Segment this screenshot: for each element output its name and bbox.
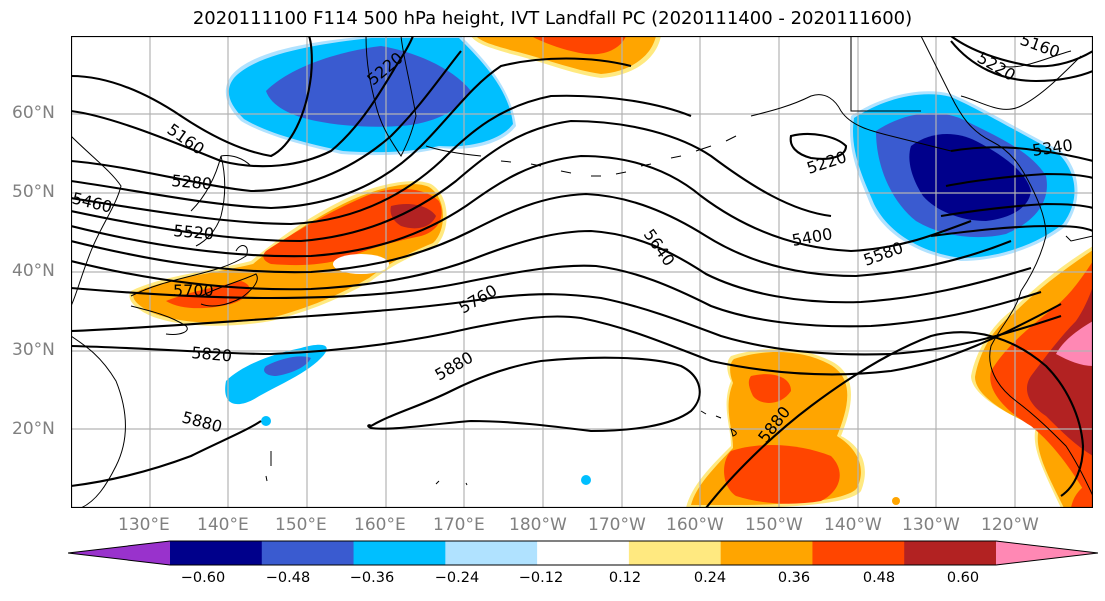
colorbar-tick: −0.12 [518, 570, 564, 586]
colorbar-tick: −0.60 [180, 570, 226, 586]
map-panel: 5160 5220 5280 5460 5520 5700 5820 5880 … [71, 36, 1093, 508]
colorbar-segment [170, 541, 263, 565]
lon-label: 120°W [981, 515, 1039, 535]
colorbar-segment [445, 541, 538, 565]
map-frame [71, 36, 1093, 508]
lon-label: 140°W [824, 515, 882, 535]
lon-label: 150°E [275, 515, 327, 535]
lon-label: 180°W [509, 515, 567, 535]
lon-label: 170°W [588, 515, 646, 535]
lat-label: 20°N [12, 419, 55, 439]
colorbar-tick: 0.36 [777, 570, 811, 586]
gridlines [71, 36, 1093, 508]
lon-label: 170°E [433, 515, 485, 535]
map-title: 2020111100 F114 500 hPa height, IVT Land… [192, 8, 913, 29]
colorbar-segment [261, 541, 355, 565]
positive-anomaly-kuroshio [129, 181, 447, 326]
colorbar-tick: 0.12 [608, 570, 642, 586]
colorbar-outline [68, 540, 1098, 566]
colorbar-segment [904, 541, 997, 565]
contour-label: 5700 [173, 281, 214, 300]
lat-label: 60°N [12, 103, 55, 123]
colorbar-segment [353, 541, 446, 565]
colorbar-segment [537, 541, 630, 565]
lon-label: 140°E [197, 515, 249, 535]
lon-label: 130°E [118, 515, 170, 535]
height-contours [71, 36, 1093, 508]
contour-label: 5280 [171, 171, 213, 193]
lat-label: 30°N [12, 340, 55, 360]
lat-label: 50°N [12, 182, 55, 202]
negative-anomaly-subtropical [225, 344, 591, 485]
colorbar-tick: 0.24 [693, 570, 727, 586]
colorbar-segment [812, 541, 905, 565]
lon-label: 150°W [745, 515, 803, 535]
colorbar-tick: −0.48 [265, 570, 311, 586]
colorbar-tick: 0.48 [862, 570, 896, 586]
colorbar-tick: −0.36 [349, 570, 395, 586]
colorbar-segment [628, 541, 722, 565]
coastlines [71, 36, 1093, 508]
positive-anomaly-bering [471, 36, 661, 78]
lon-label: 160°E [354, 515, 406, 535]
contour-label: 5820 [191, 343, 233, 365]
colorbar-extend-min [68, 541, 170, 565]
lat-label: 40°N [12, 261, 55, 281]
colorbar [68, 540, 1098, 566]
contour-label: 5520 [173, 221, 215, 243]
colorbar-segment [720, 541, 813, 565]
colorbar-extend-max [996, 541, 1098, 565]
lon-label: 130°W [902, 515, 960, 535]
negative-anomaly-gulf-of-alaska [850, 91, 1078, 261]
colorbar-tick: −0.24 [434, 570, 480, 586]
lon-label: 160°W [666, 515, 724, 535]
colorbar-tick: 0.60 [946, 570, 980, 586]
